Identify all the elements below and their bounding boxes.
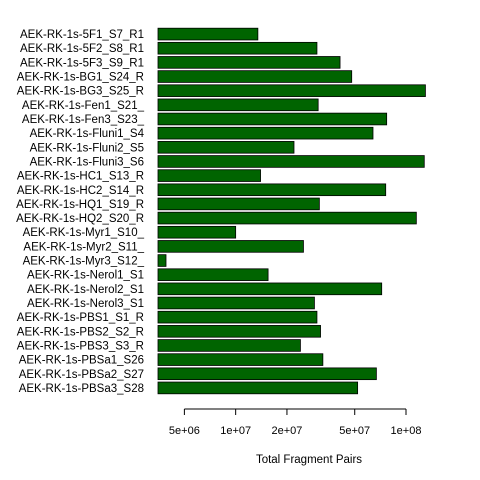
bar — [157, 211, 417, 225]
category-label: AEK-RK-1s-Myr2_S11_ — [23, 241, 144, 253]
category-label: AEK-RK-1s-5F3_S9_R1 — [20, 57, 144, 69]
bar — [157, 112, 388, 126]
bars-group — [157, 27, 426, 395]
bar — [157, 381, 359, 395]
bar — [157, 155, 425, 168]
category-label: AEK-RK-1s-5F2_S8_R1 — [20, 43, 144, 55]
bar — [157, 27, 259, 41]
category-label: AEK-RK-1s-HQ2_S20_R — [16, 213, 144, 225]
bar — [157, 254, 167, 267]
category-label: AEK-RK-1s-PBSa2_S27 — [19, 369, 144, 381]
bar — [157, 225, 237, 239]
category-label: AEK-RK-1s-BG1_S24_R — [17, 72, 144, 84]
x-axis-title: Total Fragment Pairs — [256, 454, 362, 466]
bar — [157, 70, 353, 83]
category-label: AEK-RK-1s-BG3_S25_R — [17, 86, 144, 98]
bar — [157, 141, 295, 154]
category-label: AEK-RK-1s-PBS3_S3_R — [17, 340, 144, 352]
bar — [157, 84, 426, 97]
bar — [157, 126, 374, 140]
category-label: AEK-RK-1s-Nerol1_S1 — [27, 270, 144, 282]
bar — [157, 282, 383, 296]
x-tick-label: 1e+08 — [391, 425, 422, 437]
bar — [157, 56, 341, 69]
category-label: AEK-RK-1s-Nerol3_S1 — [27, 298, 144, 310]
bar — [157, 310, 318, 324]
x-tick-label: 5e+06 — [169, 425, 200, 437]
category-label: AEK-RK-1s-Nerol2_S1 — [27, 284, 144, 296]
bar — [157, 367, 377, 381]
category-label: AEK-RK-1s-PBSa3_S28 — [19, 383, 144, 395]
category-labels: AEK-RK-1s-5F1_S7_R1 AEK-RK-1s-5F2_S8_R1 AE… — [16, 29, 144, 395]
category-label: AEK-RK-1s-Myr1_S10_ — [23, 227, 145, 239]
bar — [157, 169, 261, 182]
category-label: AEK-RK-1s-Fluni3_S6 — [30, 156, 144, 168]
category-label: AEK-RK-1s-Fen3_S23_ — [22, 114, 145, 126]
bar — [157, 98, 319, 112]
category-label: AEK-RK-1s-HC1_S13_R — [17, 171, 144, 183]
x-tick-label: 2e+07 — [271, 425, 302, 437]
category-label: AEK-RK-1s-HQ1_S19_R — [16, 199, 144, 211]
category-label: AEK-RK-1s-Fen1_S21_ — [22, 100, 145, 112]
category-label: AEK-RK-1s-PBSa1_S26 — [19, 355, 144, 367]
category-label: AEK-RK-1s-Myr3_S12_ — [23, 256, 145, 268]
bar — [157, 339, 301, 352]
bar — [157, 240, 304, 253]
category-label: AEK-RK-1s-PBS1_S1_R — [17, 312, 144, 324]
bar — [157, 353, 324, 366]
category-label: AEK-RK-1s-PBS2_S2_R — [17, 326, 144, 338]
bar — [157, 296, 315, 310]
category-label: AEK-RK-1s-Fluni2_S5 — [30, 142, 144, 154]
bar — [157, 41, 318, 55]
x-axis: 5e+06 1e+07 2e+07 5e+07 1e+08 — [169, 408, 422, 437]
x-tick-label: 5e+07 — [339, 425, 370, 437]
category-label: AEK-RK-1s-5F1_S7_R1 — [20, 29, 144, 41]
x-tick-label: 1e+07 — [220, 425, 251, 437]
bar — [157, 183, 387, 197]
bar — [157, 268, 269, 281]
category-label: AEK-RK-1s-HC2_S14_R — [17, 185, 144, 197]
category-label: AEK-RK-1s-Fluni1_S4 — [30, 128, 145, 140]
bar — [157, 197, 320, 211]
bar — [157, 325, 321, 338]
